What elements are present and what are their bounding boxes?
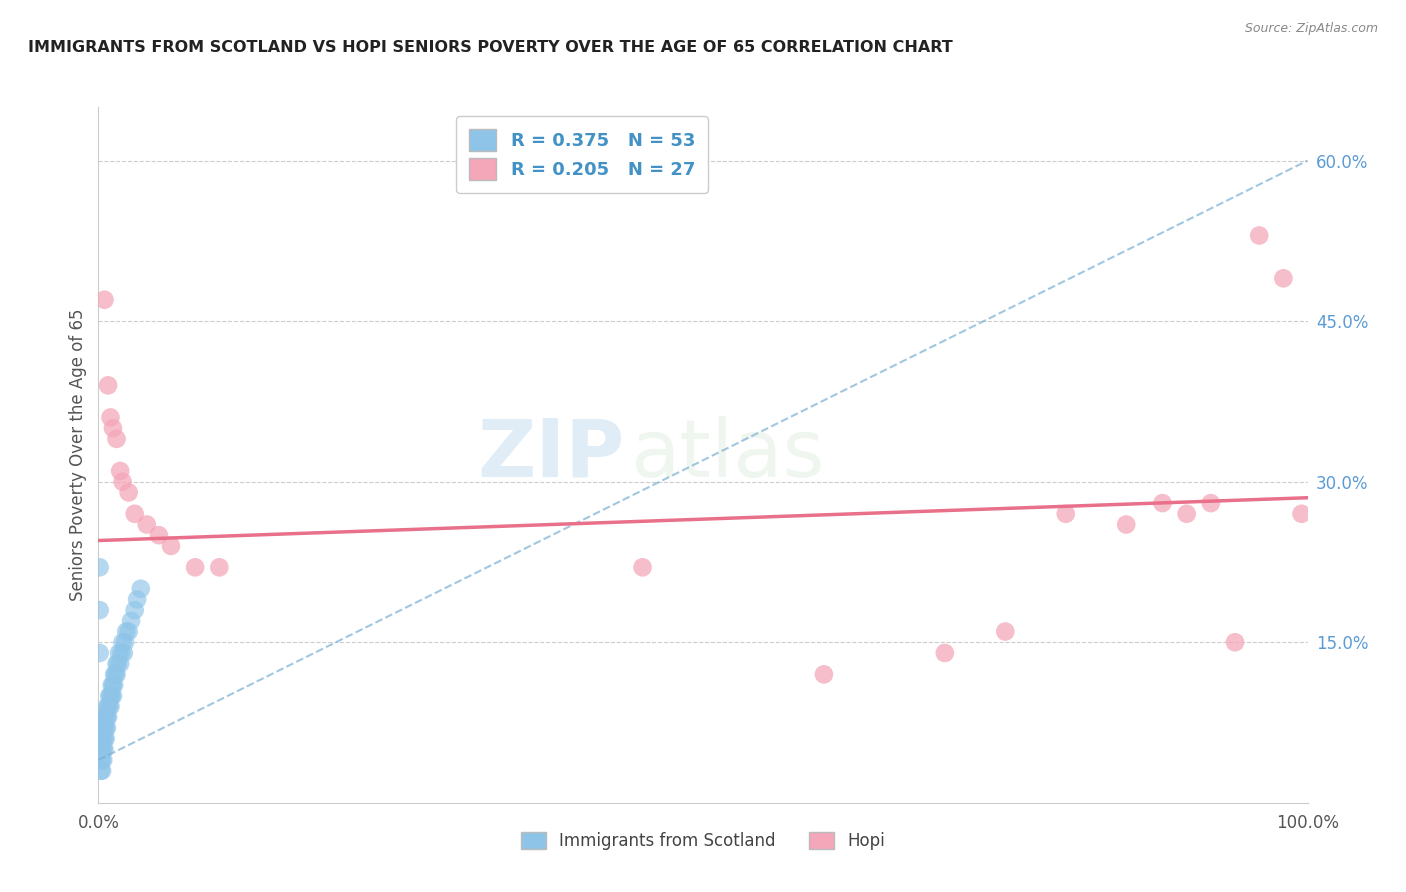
Point	[90, 742, 112, 756]
Point	[1054, 507, 1077, 521]
Point	[208, 560, 231, 574]
Point	[1291, 507, 1313, 521]
Point	[94, 721, 117, 735]
Point	[96, 721, 118, 735]
Point	[184, 560, 207, 574]
Point	[90, 764, 112, 778]
Point	[105, 432, 128, 446]
Point	[100, 689, 122, 703]
Point	[93, 293, 115, 307]
Point	[108, 464, 131, 478]
Point	[94, 710, 117, 724]
Point	[91, 731, 114, 746]
Point	[148, 528, 170, 542]
Point	[1199, 496, 1222, 510]
Point	[93, 721, 115, 735]
Point	[110, 646, 132, 660]
Point	[631, 560, 654, 574]
Point	[103, 678, 125, 692]
Point	[105, 657, 128, 671]
Point	[91, 721, 114, 735]
Point	[97, 699, 120, 714]
Point	[103, 667, 125, 681]
Point	[1249, 228, 1271, 243]
Point	[91, 753, 114, 767]
Point	[112, 646, 135, 660]
Point	[111, 635, 134, 649]
Point	[91, 710, 114, 724]
Point	[100, 410, 122, 425]
Legend: Immigrants from Scotland, Hopi: Immigrants from Scotland, Hopi	[515, 826, 891, 857]
Point	[813, 667, 835, 681]
Y-axis label: Seniors Poverty Over the Age of 65: Seniors Poverty Over the Age of 65	[69, 309, 87, 601]
Point	[101, 421, 124, 435]
Text: atlas: atlas	[630, 416, 825, 494]
Point	[118, 485, 141, 500]
Point	[97, 710, 120, 724]
Point	[115, 624, 138, 639]
Point	[101, 678, 124, 692]
Point	[91, 742, 114, 756]
Point	[90, 753, 112, 767]
Point	[96, 699, 118, 714]
Point	[111, 475, 134, 489]
Point	[98, 699, 121, 714]
Point	[107, 657, 129, 671]
Point	[91, 731, 114, 746]
Point	[91, 742, 114, 756]
Point	[934, 646, 956, 660]
Point	[124, 603, 146, 617]
Point	[98, 689, 121, 703]
Point	[93, 731, 115, 746]
Point	[90, 731, 112, 746]
Point	[129, 582, 152, 596]
Point	[1223, 635, 1246, 649]
Point	[100, 689, 122, 703]
Point	[104, 667, 127, 681]
Point	[135, 517, 157, 532]
Point	[97, 378, 120, 392]
Point	[89, 646, 111, 660]
Point	[1175, 507, 1198, 521]
Point	[108, 657, 131, 671]
Text: ZIP: ZIP	[477, 416, 624, 494]
Point	[160, 539, 183, 553]
Point	[101, 689, 124, 703]
Point	[118, 624, 141, 639]
Point	[89, 603, 111, 617]
Point	[94, 731, 117, 746]
Point	[96, 710, 118, 724]
Point	[93, 742, 115, 756]
Point	[108, 646, 131, 660]
Point	[1272, 271, 1295, 285]
Point	[89, 560, 111, 574]
Point	[124, 507, 146, 521]
Point	[91, 753, 114, 767]
Point	[100, 678, 122, 692]
Point	[127, 592, 149, 607]
Point	[1115, 517, 1137, 532]
Point	[1152, 496, 1174, 510]
Point	[91, 764, 114, 778]
Point	[120, 614, 142, 628]
Point	[114, 635, 136, 649]
Point	[105, 667, 128, 681]
Text: Source: ZipAtlas.com: Source: ZipAtlas.com	[1244, 22, 1378, 36]
Point	[100, 699, 122, 714]
Text: IMMIGRANTS FROM SCOTLAND VS HOPI SENIORS POVERTY OVER THE AGE OF 65 CORRELATION : IMMIGRANTS FROM SCOTLAND VS HOPI SENIORS…	[28, 40, 953, 55]
Point	[994, 624, 1017, 639]
